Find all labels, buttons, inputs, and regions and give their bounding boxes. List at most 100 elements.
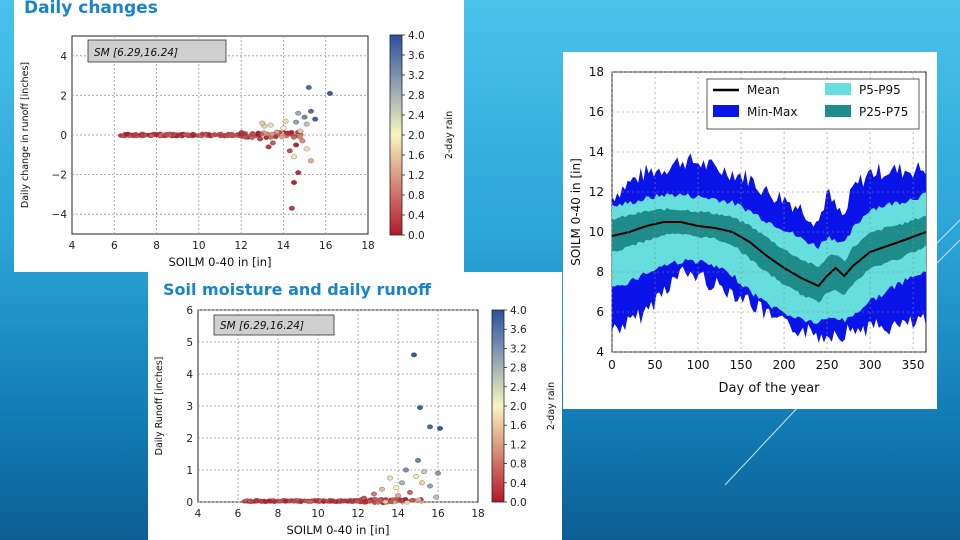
colorbar-tick-label: 0.8 xyxy=(408,190,425,202)
band-point xyxy=(409,498,415,503)
x-tick-label: 14 xyxy=(391,508,405,520)
annotation-text: SM [6.29,16.24] xyxy=(94,47,178,59)
band-point xyxy=(210,132,217,138)
y-axis-label: SOILM 0-40 in [in] xyxy=(569,158,583,266)
colorbar-tick-label: 2.4 xyxy=(408,110,425,122)
scatter-point xyxy=(407,490,413,495)
scatter-point xyxy=(387,475,393,481)
scatter-point xyxy=(291,154,297,160)
x-tick-label: 6 xyxy=(235,508,242,520)
band-point xyxy=(291,499,297,504)
x-tick-label: 14 xyxy=(277,240,291,252)
x-tick-label: 0 xyxy=(608,358,616,372)
x-axis-label: SOILM 0-40 in [in] xyxy=(168,255,271,269)
scatter-point xyxy=(421,469,427,474)
scatter-point xyxy=(303,121,310,127)
chart-title: Soil moisture and daily runoff xyxy=(163,280,432,299)
scatter-point xyxy=(286,148,293,154)
colorbar-tick-label: 3.6 xyxy=(408,50,425,62)
chart-title: Daily changes xyxy=(24,0,158,18)
scatter-point xyxy=(307,108,314,114)
scatter-point xyxy=(395,493,401,498)
band-point xyxy=(340,499,346,504)
legend-label: P5-P95 xyxy=(859,83,901,97)
colorbar-tick-label: 2.8 xyxy=(408,90,425,102)
scatter-point xyxy=(399,480,405,486)
colorbar-label: 2-day rain xyxy=(444,111,455,159)
band-point xyxy=(133,132,139,137)
scatter-point xyxy=(413,474,419,479)
colorbar-tick-label: 3.2 xyxy=(510,343,527,355)
x-tick-label: 150 xyxy=(730,358,753,372)
scatter-point xyxy=(427,424,433,430)
colorbar-label: 2-day rain xyxy=(546,382,557,430)
band-point xyxy=(354,499,360,504)
y-axis-label: Daily change in runoff [inches] xyxy=(20,62,31,208)
deco-line xyxy=(724,404,801,486)
scatter-point xyxy=(265,144,272,150)
x-tick-label: 12 xyxy=(351,508,364,520)
band-point xyxy=(163,132,169,137)
legend-label: Min-Max xyxy=(747,105,797,119)
scatter-point xyxy=(295,170,302,175)
band-point xyxy=(239,130,246,136)
scatter-point xyxy=(403,467,409,473)
y-tick-label: 18 xyxy=(589,65,604,79)
y-tick-label: 8 xyxy=(596,265,604,279)
scatter-point xyxy=(417,405,423,410)
band-point xyxy=(320,499,327,504)
soilm-climatology-chart: 0 50 100 150 200 250 300 350 4 6 8 10 12 14 16 18 Day of… xyxy=(569,65,927,396)
scatter-point xyxy=(301,114,308,120)
scatter-point xyxy=(288,205,295,211)
x-tick-label: 6 xyxy=(111,240,118,252)
y-tick-label: −2 xyxy=(52,170,67,182)
band-point xyxy=(367,499,373,504)
scatter-point xyxy=(303,146,310,152)
daily-changes-chart: 4 6 8 10 12 14 16 18 −4 −2 0 2 4 SM [6.29,16.24] SOILM… xyxy=(20,30,455,269)
band-point xyxy=(279,135,286,140)
y-tick-label: 0 xyxy=(186,497,193,509)
band-point xyxy=(267,135,274,140)
y-tick-label: 16 xyxy=(589,105,604,119)
y-tick-label: 14 xyxy=(589,145,604,159)
colorbar-tick-label: 0.4 xyxy=(408,210,425,222)
band-point xyxy=(297,134,303,139)
y-tick-label: 1 xyxy=(186,465,193,477)
band-point xyxy=(184,132,191,137)
y-tick-label: 3 xyxy=(186,401,193,413)
x-tick-label: 200 xyxy=(773,358,796,372)
scatter-point xyxy=(312,116,319,122)
scatter-point xyxy=(269,140,276,146)
band-point xyxy=(253,498,260,503)
x-tick-label: 12 xyxy=(234,240,247,252)
scatter-point xyxy=(280,125,287,131)
band-point xyxy=(291,135,297,140)
band-point xyxy=(123,132,130,137)
y-tick-label: 2 xyxy=(186,433,193,445)
scatter-point xyxy=(291,180,297,185)
scatter-point xyxy=(297,128,304,134)
colorbar-tick-label: 3.6 xyxy=(510,324,527,336)
y-tick-label: 12 xyxy=(589,185,604,199)
band-point xyxy=(345,499,351,504)
x-axis-label: Day of the year xyxy=(719,381,821,396)
y-axis-label: Daily Runoff [inches] xyxy=(154,357,165,456)
band-point xyxy=(148,133,154,139)
band-point xyxy=(199,131,206,136)
band-point xyxy=(269,131,275,137)
band-point xyxy=(263,135,269,140)
colorbar-tick-label: 0.0 xyxy=(510,497,527,509)
y-tick-label: 6 xyxy=(596,305,604,319)
y-tick-label: 6 xyxy=(186,305,193,317)
colorbar-tick-label: 1.2 xyxy=(510,439,527,451)
legend-swatch xyxy=(713,105,739,117)
scatter-point xyxy=(257,136,264,142)
colorbar-tick-label: 2.0 xyxy=(408,130,425,142)
colorbar-tick-label: 2.8 xyxy=(510,363,527,375)
band-point xyxy=(217,133,223,138)
x-tick-label: 10 xyxy=(192,240,205,252)
x-tick-label: 300 xyxy=(859,358,882,372)
daily-changes-panel: Daily changes 4 6 8 10 12 14 16 18 −4 −2 0 2 4 SM [6.… xyxy=(14,0,464,272)
scatter-point xyxy=(393,485,399,490)
x-tick-label: 10 xyxy=(311,508,324,520)
